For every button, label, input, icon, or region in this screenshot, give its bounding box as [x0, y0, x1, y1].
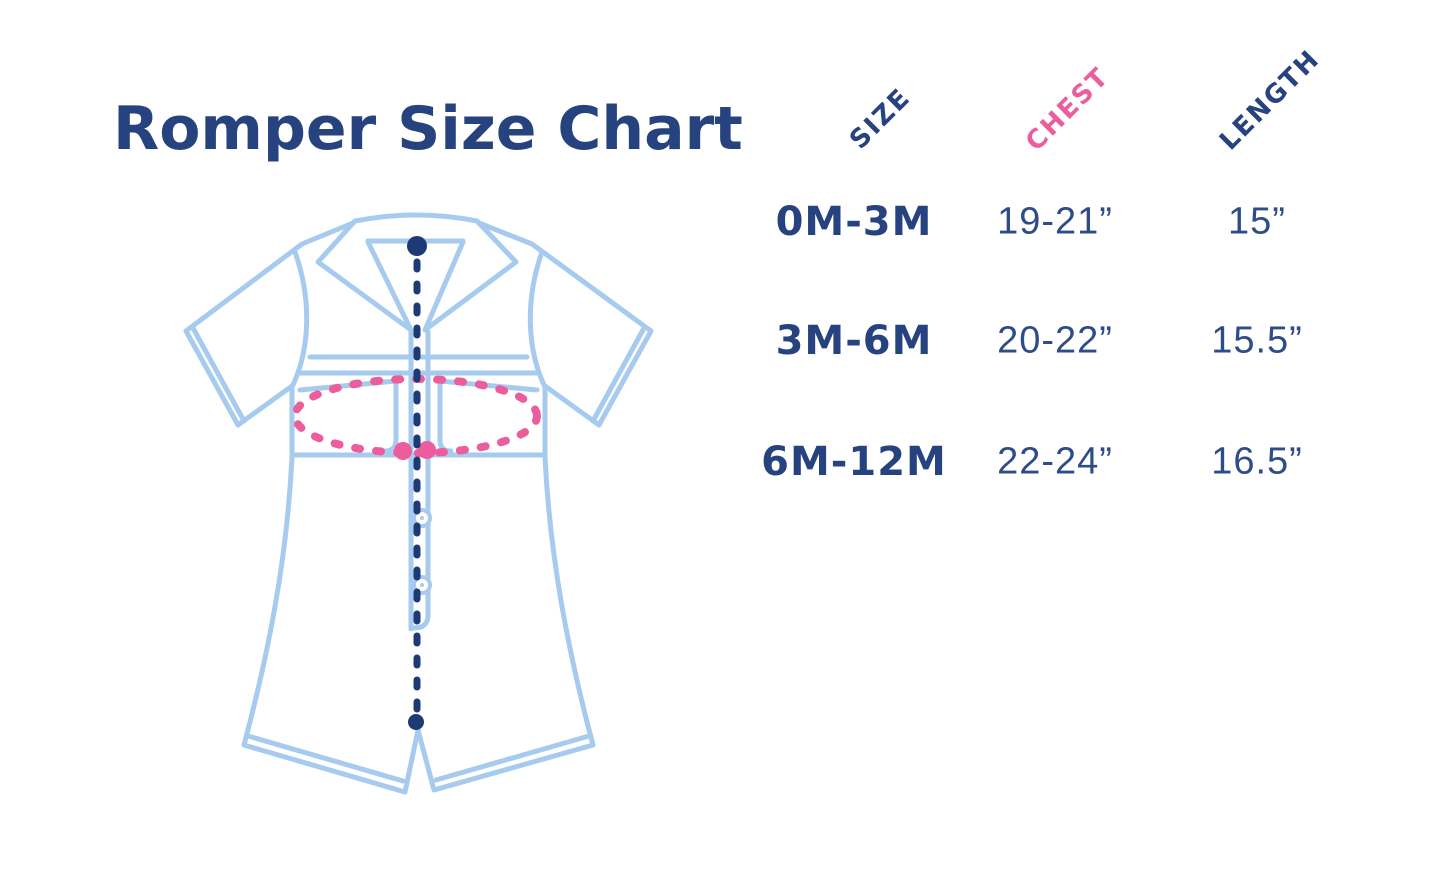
- collar-band-top: [352, 212, 480, 224]
- armhole-right: [527, 249, 548, 390]
- button-bottom-dot: [420, 583, 424, 587]
- side-seam-left: [241, 383, 295, 748]
- side-seam-right: [542, 383, 596, 748]
- sleeve-left-bottom: [235, 383, 295, 428]
- column-header-length: LENGTH: [1214, 44, 1327, 157]
- placket-right-line: [411, 329, 431, 631]
- pocket-right-edge: [437, 378, 454, 454]
- length-guide-dot-top: [407, 236, 427, 256]
- length-measurement-line: [407, 236, 427, 730]
- leg-left-hem-inner: [245, 733, 406, 784]
- column-header-size: SIZE: [844, 82, 917, 156]
- collar-flap-right: [422, 218, 519, 333]
- leg-left-hem: [241, 742, 408, 795]
- sleeve-left-top: [183, 220, 356, 334]
- column-header-chest: CHEST: [1020, 61, 1116, 158]
- button-top-dot: [420, 516, 424, 520]
- length-value: 15.5”: [1211, 319, 1303, 362]
- chest-value: 19-21”: [997, 200, 1113, 243]
- chest-guide-dot-right: [418, 441, 436, 459]
- chest-guide-dot-left: [394, 442, 412, 460]
- chest-value: 20-22”: [997, 319, 1113, 362]
- collar-flap-left: [315, 218, 414, 333]
- pocket-left-edge: [382, 378, 399, 454]
- leg-right-hem-inner: [433, 733, 592, 783]
- sleeve-right-bottom: [542, 383, 602, 428]
- leg-right-hem: [431, 742, 596, 793]
- size-value: 3M-6M: [775, 318, 933, 364]
- sleeve-right-cuff: [596, 328, 654, 428]
- page-title: Romper Size Chart: [113, 94, 743, 164]
- sleeve-right-cuff-inner: [590, 325, 647, 424]
- length-value: 16.5”: [1211, 440, 1303, 483]
- chest-value: 22-24”: [997, 440, 1113, 483]
- sleeve-right-top: [476, 220, 654, 334]
- leg-notch: [402, 727, 437, 795]
- romper-illustration: [183, 212, 654, 795]
- armhole-left: [289, 249, 310, 390]
- sleeve-left-cuff-inner: [190, 325, 247, 424]
- length-guide-dot-bottom: [408, 714, 424, 730]
- sleeve-left-cuff: [183, 328, 241, 428]
- size-value: 6M-12M: [761, 439, 947, 485]
- size-value: 0M-3M: [775, 199, 933, 245]
- length-value: 15”: [1228, 200, 1286, 243]
